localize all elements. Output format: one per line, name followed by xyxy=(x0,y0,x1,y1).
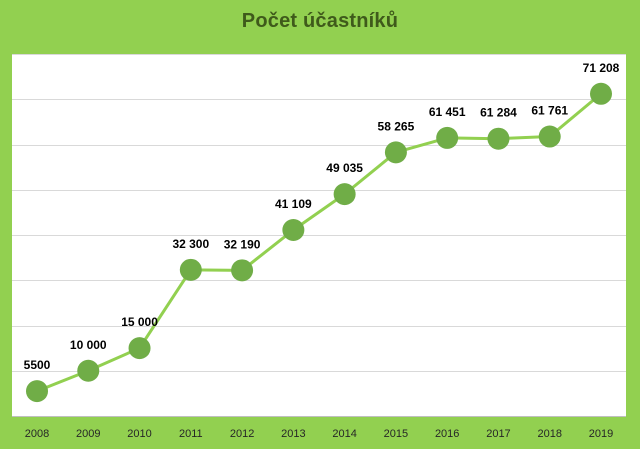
data-label: 49 035 xyxy=(326,161,363,175)
data-label: 41 109 xyxy=(275,197,312,211)
data-point xyxy=(590,82,612,105)
data-point xyxy=(384,141,407,164)
data-label: 58 265 xyxy=(378,119,415,133)
data-point xyxy=(77,359,100,382)
data-label: 61 761 xyxy=(531,104,568,118)
data-label: 61 451 xyxy=(429,105,466,119)
data-label: 32 300 xyxy=(172,237,209,251)
data-label: 5500 xyxy=(24,358,51,372)
data-label: 10 000 xyxy=(70,338,107,352)
x-tick-label: 2013 xyxy=(281,428,305,440)
x-tick-label: 2016 xyxy=(435,428,459,440)
data-point xyxy=(538,125,561,148)
data-point xyxy=(282,218,305,241)
x-tick-label: 2010 xyxy=(127,428,151,440)
data-point xyxy=(128,337,151,360)
data-point xyxy=(333,183,356,206)
data-label: 61 284 xyxy=(480,106,517,120)
x-tick-label: 2015 xyxy=(384,428,408,440)
x-tick-label: 2012 xyxy=(230,428,254,440)
data-label: 32 190 xyxy=(224,237,261,251)
x-tick-label: 2011 xyxy=(179,428,203,440)
data-point xyxy=(26,380,48,403)
x-tick-label: 2017 xyxy=(486,428,510,440)
data-point xyxy=(179,258,202,281)
x-tick-label: 2009 xyxy=(76,428,100,440)
data-label: 15 000 xyxy=(121,315,158,329)
data-point xyxy=(231,259,254,282)
x-tick-label: 2019 xyxy=(589,428,613,440)
x-tick-label: 2008 xyxy=(25,428,49,440)
x-tick-label: 2018 xyxy=(537,428,561,440)
chart-title: Počet účastníků xyxy=(241,10,399,32)
data-point xyxy=(487,127,510,150)
x-tick-label: 2014 xyxy=(332,428,356,440)
data-label: 71 208 xyxy=(583,61,620,75)
data-point xyxy=(436,126,459,149)
